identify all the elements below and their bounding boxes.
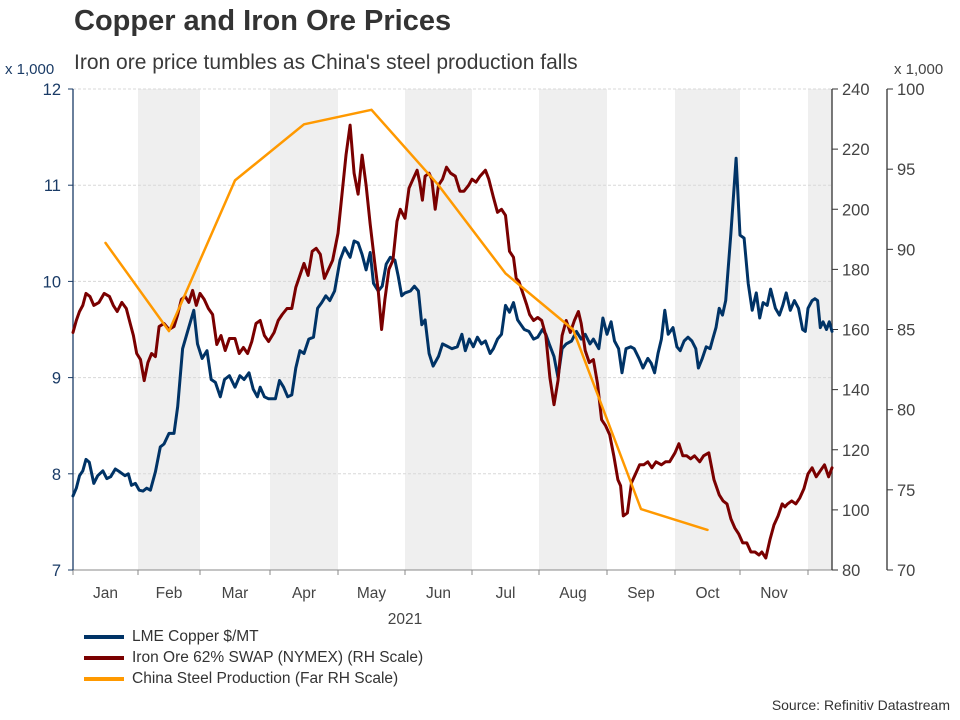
left-axis-tick-label: 10 <box>43 273 61 291</box>
left-axis-tick-label: 8 <box>52 466 61 484</box>
left-axis-tick-label: 7 <box>52 562 61 580</box>
x-axis-label: 2021 <box>388 611 422 628</box>
x-tick-label: Jun <box>426 585 451 602</box>
far-right-axis-tick-label: 100 <box>897 81 925 99</box>
left-axis-tick-label: 9 <box>52 370 61 388</box>
right-axis-tick-label: 80 <box>842 562 860 580</box>
x-tick-label: Sep <box>627 585 655 602</box>
right-axis-tick-label: 120 <box>842 442 870 460</box>
far-right-axis-tick-label: 80 <box>897 402 915 420</box>
legend-item-iron-ore: Iron Ore 62% SWAP (NYMEX) (RH Scale) <box>84 647 423 668</box>
steel-production-line <box>104 108 709 532</box>
far-right-axis-tick-label: 90 <box>897 241 915 259</box>
copper-line <box>71 156 834 498</box>
legend-swatch-iron-ore <box>84 655 124 660</box>
legend-swatch-steel <box>84 676 124 681</box>
shade-band-apr <box>270 89 338 570</box>
x-tick-label: Jul <box>496 585 516 602</box>
far-right-axis-tick-label: 95 <box>897 161 915 179</box>
right-axis-tick-label: 160 <box>842 322 870 340</box>
x-tick-label: Feb <box>156 585 183 602</box>
x-tick-label: Oct <box>695 585 720 602</box>
far-right-axis-tick-label: 85 <box>897 322 915 340</box>
shade-band-dec <box>808 89 832 570</box>
legend-item-steel: China Steel Production (Far RH Scale) <box>84 668 423 689</box>
chart-subtitle: Iron ore price tumbles as China's steel … <box>74 51 578 74</box>
legend-swatch-copper <box>84 634 124 639</box>
legend-item-copper: LME Copper $/MT <box>84 626 423 647</box>
right-axis-tick-label: 100 <box>842 502 870 520</box>
far-right-axis-tick-label: 75 <box>897 482 915 500</box>
series-lines <box>71 108 834 560</box>
month-shading-bands <box>138 89 832 570</box>
shade-band-jun <box>405 89 472 570</box>
right-axis-tick-label: 180 <box>842 261 870 279</box>
chart-title: Copper and Iron Ore Prices <box>74 5 452 37</box>
legend-label-copper: LME Copper $/MT <box>132 627 259 645</box>
x-tick-label: Nov <box>760 585 788 602</box>
source-note: Source: Refinitiv Datastream <box>771 697 950 713</box>
legend: LME Copper $/MT Iron Ore 62% SWAP (NYMEX… <box>84 626 423 689</box>
iron-ore-line <box>71 123 834 560</box>
far-right-axis-tick-label: 70 <box>897 562 915 580</box>
x-tick-label: Mar <box>222 585 249 602</box>
x-tick-label: May <box>357 585 387 602</box>
left-axis-tick-label: 12 <box>43 81 61 99</box>
x-tick-label: Apr <box>292 585 316 602</box>
right-axis-tick-label: 240 <box>842 81 870 99</box>
x-tick-label: Aug <box>559 585 587 602</box>
legend-label-steel: China Steel Production (Far RH Scale) <box>132 669 399 687</box>
shade-band-oct <box>675 89 740 570</box>
legend-label-iron-ore: Iron Ore 62% SWAP (NYMEX) (RH Scale) <box>132 648 424 666</box>
right-axis-tick-label: 220 <box>842 141 870 159</box>
left-axis-unit: x 1,000 <box>5 61 55 78</box>
axes: Jan Feb Mar Apr May Jun Jul Aug Sep Oct Nov 2021 7 8 9… <box>43 81 925 628</box>
left-axis-tick-label: 11 <box>44 177 61 195</box>
right-axis-tick-label: 200 <box>842 201 870 219</box>
right-axis-tick-label: 140 <box>842 382 870 400</box>
far-right-axis-unit: x 1,000 <box>894 61 944 78</box>
x-tick-label: Jan <box>93 585 118 602</box>
